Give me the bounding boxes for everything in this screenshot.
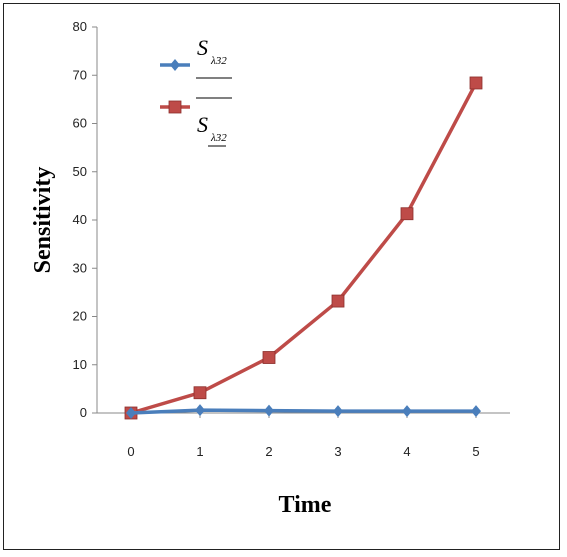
y-tick-label: 0 [80, 405, 87, 420]
y-tick-label: 10 [73, 357, 87, 372]
x-tick-label: 5 [472, 444, 479, 459]
legend-marker [170, 59, 180, 71]
series-sbar-lambda32 [124, 76, 483, 420]
data-point [471, 405, 481, 418]
x-tick-label: 0 [127, 444, 134, 459]
x-tick-label: 4 [403, 444, 410, 459]
x-axis-title: Time [279, 492, 332, 518]
data-point [195, 404, 205, 417]
data-point [264, 404, 274, 417]
data-point [402, 405, 412, 418]
data-point [469, 76, 483, 90]
data-point [193, 386, 207, 400]
y-tick-label: 60 [73, 116, 87, 131]
chart-frame [3, 3, 560, 550]
legend-symbol: S [197, 112, 208, 137]
x-axis: 0 1 2 3 4 5 [97, 412, 510, 459]
legend-marker [168, 100, 182, 114]
x-tick-label: 1 [196, 444, 203, 459]
data-point [262, 351, 276, 364]
legend-subscript: λ32 [210, 132, 227, 144]
data-point [400, 207, 414, 221]
data-point [331, 294, 345, 308]
data-point [333, 405, 343, 418]
data-point [126, 407, 136, 419]
x-tick-label: 3 [334, 444, 341, 459]
y-axis-title: Sensitivity [30, 167, 56, 274]
y-tick-label: 50 [73, 164, 87, 179]
y-tick-label: 80 [73, 19, 87, 34]
y-axis: 0 10 20 30 40 50 60 70 80 [73, 19, 98, 420]
series-line [130, 82, 478, 415]
y-tick-label: 40 [73, 212, 87, 227]
legend-subscript: λ32 [210, 55, 227, 67]
series-layer [124, 76, 483, 420]
y-tick-label: 30 [73, 260, 87, 275]
y-tick-label: 20 [73, 309, 87, 324]
y-tick-label: 70 [73, 67, 87, 82]
legend-symbol: S [197, 35, 208, 60]
x-tick-label: 2 [265, 444, 272, 459]
series-s-lambda32 [126, 404, 481, 419]
series-line [130, 408, 476, 415]
